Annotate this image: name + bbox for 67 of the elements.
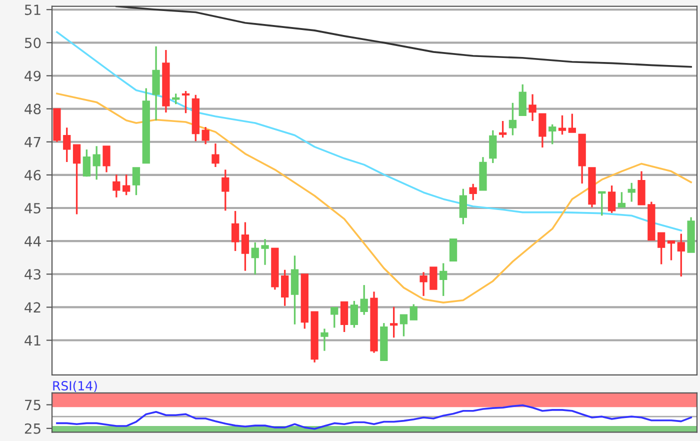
line-series <box>56 31 682 232</box>
candlestick <box>489 129 497 164</box>
candlestick <box>618 191 626 208</box>
candlestick <box>72 144 81 216</box>
candlestick <box>498 120 507 138</box>
candlestick <box>222 168 230 212</box>
candlestick <box>102 145 110 174</box>
y-tick-label: 51 <box>24 4 40 16</box>
candlestick <box>400 314 408 338</box>
candlestick <box>261 238 269 266</box>
candlestick <box>538 112 546 148</box>
candlestick <box>112 174 120 198</box>
y-tick-label: 46 <box>24 170 41 180</box>
candlestick <box>410 303 418 321</box>
candlestick <box>420 271 428 297</box>
candlestick <box>628 182 636 203</box>
candlestick <box>82 148 91 178</box>
candlestick <box>558 114 566 136</box>
y-tick-label: 49 <box>24 70 41 82</box>
candlestick <box>667 240 676 262</box>
line-series <box>56 92 692 304</box>
candlestick <box>449 238 458 262</box>
candlestick <box>132 166 140 196</box>
line-series <box>116 6 692 68</box>
candlestick <box>459 188 467 226</box>
candlestick <box>340 301 348 333</box>
candlestick <box>430 266 438 290</box>
candlestick <box>508 102 517 136</box>
candlestick <box>658 232 666 266</box>
candlestick <box>677 232 685 278</box>
candlestick <box>548 124 556 146</box>
candlestick <box>241 221 250 272</box>
candlestick <box>440 262 448 297</box>
y-tick-label: 48 <box>24 104 41 114</box>
candlestick <box>63 126 71 163</box>
candlestick <box>182 90 190 114</box>
candlestick <box>528 93 536 122</box>
y-tick-label: 43 <box>24 269 40 280</box>
candlestick <box>360 284 368 316</box>
y-tick-label: 50 <box>24 38 41 48</box>
candlestick <box>390 306 398 338</box>
candlestick <box>281 269 289 307</box>
candlestick <box>231 210 240 252</box>
chart-title: RSI(14) <box>53 380 97 392</box>
candlestick <box>152 45 160 122</box>
candlestick <box>92 145 100 180</box>
candlestick <box>608 184 616 214</box>
candlestick <box>350 300 358 329</box>
candlestick <box>172 92 180 106</box>
y-tick-label: 47 <box>24 137 40 148</box>
candlestick <box>469 183 477 201</box>
y-tick-label: 75 <box>25 400 40 410</box>
candlestick <box>202 126 210 146</box>
candlestick <box>251 242 259 276</box>
candlestick <box>122 174 130 196</box>
candlestick <box>330 306 338 329</box>
line-series <box>56 404 692 430</box>
candlestick <box>568 112 576 134</box>
y-tick-label: 45 <box>24 203 40 214</box>
candlestick <box>598 190 606 216</box>
y-tick-label: 44 <box>24 236 41 246</box>
y-tick-label: 42 <box>24 302 40 312</box>
candlestick <box>518 84 526 116</box>
candlestick <box>212 142 220 168</box>
y-tick-label: 25 <box>24 423 40 434</box>
y-tick-label: 41 <box>24 335 40 346</box>
candlestick <box>320 328 328 352</box>
